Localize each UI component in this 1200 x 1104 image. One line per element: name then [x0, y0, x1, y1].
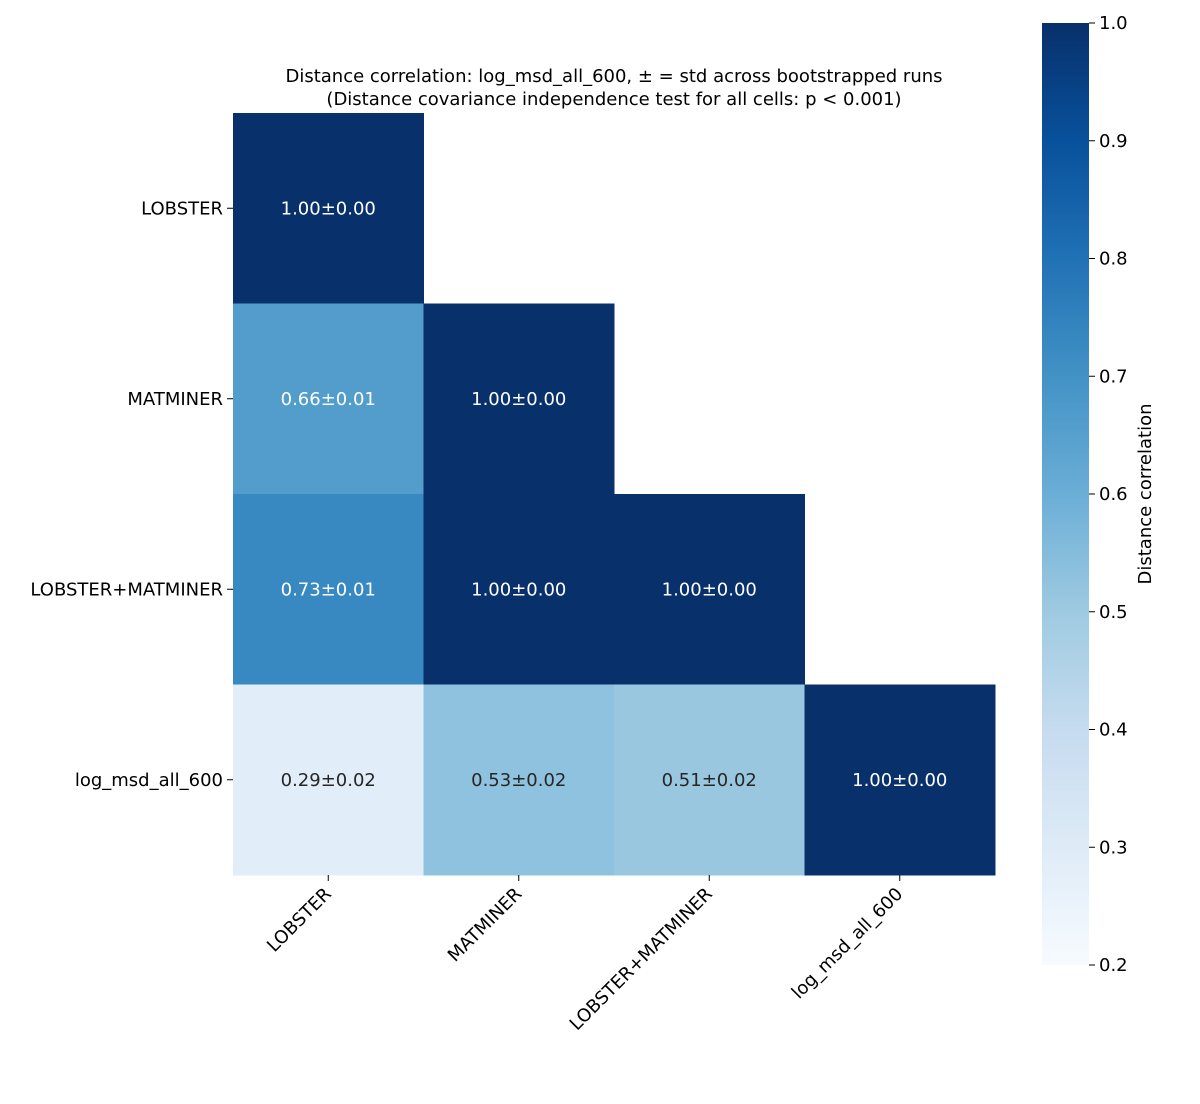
y-tick-label: MATMINER	[127, 389, 223, 410]
colorbar-label: Distance correlation	[1135, 403, 1156, 584]
heatmap-cell	[423, 303, 615, 495]
colorbar-tick-label: 0.7	[1099, 366, 1128, 387]
heatmap-cell	[233, 113, 424, 304]
cell-label: 0.29±0.02	[281, 770, 376, 791]
colorbar-tick-label: 0.2	[1099, 955, 1128, 976]
chart-title: Distance correlation: log_msd_all_600, ±…	[285, 66, 942, 87]
colorbar-tick-label: 1.0	[1099, 13, 1128, 34]
colorbar-tick-label: 0.3	[1099, 837, 1128, 858]
x-tick-label: LOBSTER+MATMINER	[566, 884, 717, 1035]
colorbar-tick-label: 0.5	[1099, 602, 1128, 623]
heatmap-cell	[423, 684, 615, 876]
cell-label: 1.00±0.00	[471, 389, 566, 410]
heatmap-cell	[233, 684, 424, 876]
heatmap-cell	[804, 684, 996, 876]
cell-label: 0.66±0.01	[281, 389, 376, 410]
cell-label: 1.00±0.00	[471, 579, 566, 600]
heatmap-cells: 1.00±0.00 0.66±0.01 1.00±0.00 0.73±0.01 1.00…	[233, 113, 996, 876]
heatmap-cell	[614, 494, 805, 685]
colorbar: Distance correlation 0.2 0.3 0.4 0.5 0.6 0.7 0…	[1042, 13, 1156, 976]
cell-label: 0.51±0.02	[662, 770, 757, 791]
x-tick-label: LOBSTER	[263, 884, 336, 957]
cell-label: 1.00±0.00	[662, 579, 757, 600]
heatmap-cell	[614, 684, 805, 876]
heatmap-cell	[233, 494, 424, 685]
colorbar-tick-label: 0.8	[1099, 249, 1128, 270]
heatmap-cell	[233, 303, 424, 495]
cell-label: 0.73±0.01	[281, 579, 376, 600]
colorbar-gradient	[1042, 23, 1089, 965]
colorbar-tick-label: 0.6	[1099, 484, 1128, 505]
x-tick-label: MATMINER	[444, 884, 526, 966]
y-tick-label: LOBSTER+MATMINER	[30, 579, 223, 600]
x-tick-label: log_msd_all_600	[788, 884, 908, 1004]
cell-label: 1.00±0.00	[281, 198, 376, 219]
cell-label: 1.00±0.00	[852, 770, 947, 791]
y-tick-label: LOBSTER	[141, 198, 223, 219]
colorbar-tick-label: 0.4	[1099, 720, 1128, 741]
y-tick-label: log_msd_all_600	[75, 770, 223, 791]
chart-subtitle: (Distance covariance independence test f…	[326, 89, 901, 110]
colorbar-tick-label: 0.9	[1099, 131, 1128, 152]
cell-label: 0.53±0.02	[471, 770, 566, 791]
heatmap-cell	[423, 494, 615, 685]
